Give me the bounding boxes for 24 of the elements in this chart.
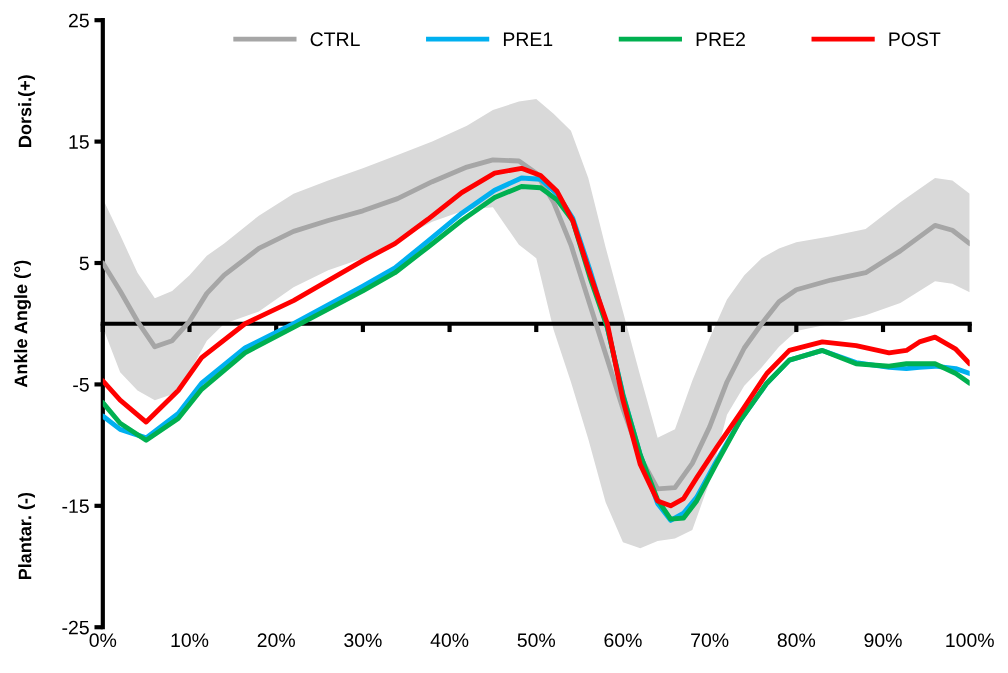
legend-label: PRE1	[503, 32, 553, 46]
y-tick-label: 5	[79, 256, 89, 271]
x-tick-label: 40%	[430, 633, 469, 648]
y-tick-label: 25	[68, 13, 89, 28]
legend-label: POST	[889, 32, 941, 47]
x-tick-label: 90%	[864, 633, 902, 648]
y-tick-label: -5	[73, 378, 89, 392]
legend-label: PRE2	[696, 32, 745, 46]
x-tick-label: 0%	[89, 633, 117, 648]
x-tick-label: 60%	[604, 633, 642, 648]
x-tick-label: 100%	[946, 633, 994, 648]
x-tick-label: 30%	[344, 633, 382, 648]
x-tick-label: 80%	[777, 633, 816, 648]
y-tick-label: 15	[69, 135, 89, 149]
y-axis-title: Ankle Angle (°)	[14, 260, 31, 388]
x-tick-label: 50%	[517, 633, 556, 648]
y-tick-label: -15	[62, 499, 89, 514]
x-tick-label: 20%	[257, 633, 295, 648]
y-tick-label: -25	[62, 620, 89, 635]
legend-label: CTRL	[310, 32, 360, 47]
x-tick-label: 10%	[171, 633, 209, 648]
x-tick-label: 70%	[691, 633, 729, 648]
text: Plantar. (-)	[18, 492, 35, 580]
text: Dorsi.(+)	[18, 75, 35, 147]
